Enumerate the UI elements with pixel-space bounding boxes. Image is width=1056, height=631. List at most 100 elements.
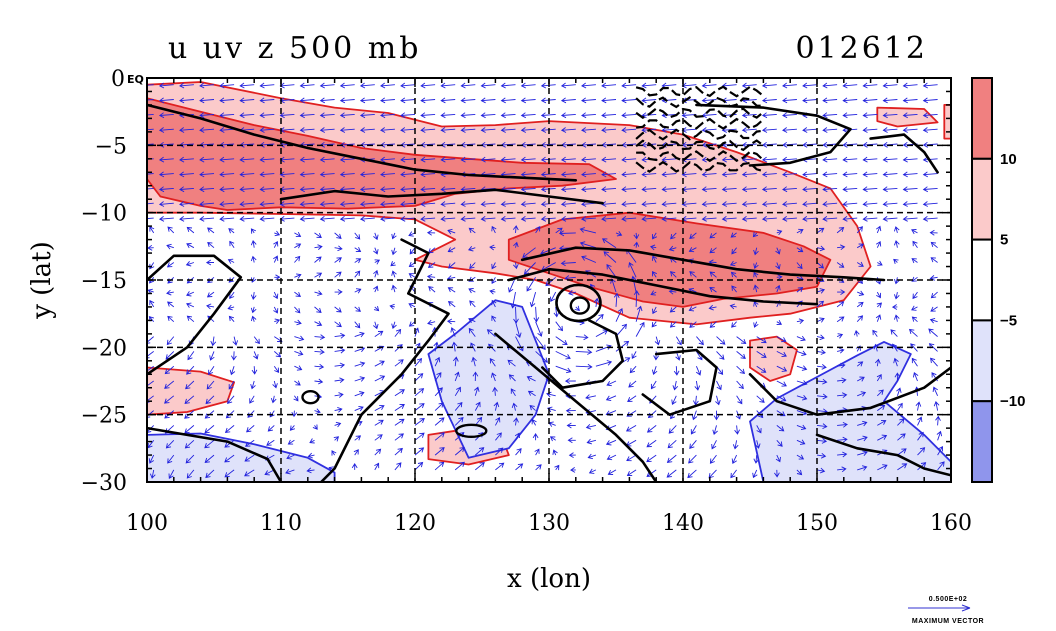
vector-key-value: 0.500E+02: [929, 596, 968, 603]
wind-vector-505: [507, 359, 516, 367]
wind-vector-909: [816, 349, 826, 355]
wind-vector-451: [471, 356, 477, 367]
wind-vector-82: [199, 97, 215, 104]
wind-vector-797: [731, 285, 737, 293]
wind-vector-723: [671, 395, 677, 405]
wind-vector-808: [731, 454, 738, 464]
wind-vector-1001: [882, 112, 898, 119]
wind-vector-176: [273, 291, 279, 300]
wind-vector-508: [511, 402, 518, 411]
wind-vector-454: [474, 401, 481, 411]
wind-vector-88: [199, 186, 215, 193]
wind-vector-798: [729, 303, 737, 310]
x-tick-labels: 100 110 120 130 140 150 160: [126, 511, 972, 536]
wind-vector-922: [822, 141, 838, 148]
wind-vector-1025: [897, 463, 908, 471]
wind-vector-799: [731, 321, 737, 328]
wind-vector-951: [842, 171, 858, 178]
wind-vector-972: [862, 82, 878, 89]
wind-vector-989: [872, 329, 878, 337]
wind-vector-941: [837, 421, 848, 428]
wind-vector-917: [816, 467, 826, 474]
wind-vector-555: [553, 306, 560, 318]
wind-vector-379: [420, 97, 436, 104]
wind-vector-93: [205, 259, 215, 266]
wind-vector-323: [374, 462, 380, 471]
wind-vector-245: [319, 112, 335, 119]
wind-vector-586: [575, 363, 593, 370]
wind-vector-513: [520, 82, 536, 89]
wind-vector-939: [837, 392, 848, 399]
wind-vector-749: [694, 380, 701, 391]
wind-vector-689: [650, 290, 657, 296]
wind-vector-32: [158, 156, 174, 163]
wind-vector-553: [545, 276, 556, 287]
wind-vector-238: [314, 408, 321, 414]
wind-vector-48: [164, 395, 175, 404]
wind-vector-414: [440, 216, 456, 222]
wind-vector-956: [856, 243, 865, 249]
wind-vector-619: [587, 453, 597, 460]
wind-vector-129: [227, 395, 235, 404]
wind-vector-568: [560, 97, 576, 104]
wind-vector-910: [816, 364, 827, 370]
wind-vector-1031: [902, 156, 918, 163]
wind-vector-674: [626, 469, 637, 476]
height-contour-cluster-7: [636, 150, 765, 163]
wind-vector-792: [721, 216, 737, 222]
wind-vector-12: [149, 262, 155, 270]
wind-vector-370: [414, 357, 423, 367]
wind-vector-70: [186, 315, 195, 323]
wind-vector-930: [836, 262, 845, 268]
wind-vector-276: [339, 171, 355, 178]
wind-vector-282: [354, 258, 362, 264]
wind-vector-1078: [937, 445, 944, 456]
wind-vector-259: [334, 321, 342, 328]
wind-vector-252: [319, 216, 335, 222]
colorbar-segment-2: [971, 238, 993, 322]
wind-vector-385: [420, 186, 436, 193]
date-label: 012612: [795, 31, 928, 66]
wind-vector-737: [681, 201, 697, 207]
wind-vector-774: [716, 351, 725, 360]
wind-vector-765: [701, 216, 717, 222]
wind-vector-329: [380, 156, 395, 163]
wind-vector-503: [515, 336, 524, 352]
wind-vector-351: [400, 82, 416, 89]
wind-vector-405: [440, 82, 456, 89]
wind-vector-420: [447, 301, 456, 308]
y-tick-label-2: −10: [81, 202, 127, 227]
wind-vector-525: [523, 262, 536, 275]
wind-vector-474: [491, 299, 497, 308]
wind-vector-906: [816, 300, 825, 308]
wind-vector-584: [575, 334, 589, 341]
wind-vector-227: [314, 244, 323, 250]
wind-vector-287: [354, 331, 365, 338]
wind-vector-763: [701, 186, 717, 193]
wind-vector-214: [286, 454, 295, 460]
wind-vector-891: [802, 82, 818, 89]
wind-vector-52: [167, 454, 175, 464]
wind-vector-790: [721, 186, 737, 193]
wind-vector-836: [752, 469, 758, 479]
wind-vector-124: [228, 315, 235, 322]
wind-vector-1077: [936, 430, 943, 441]
wind-vector-630: [601, 216, 617, 222]
wind-vector-1000: [882, 97, 898, 104]
wind-vector-74: [185, 380, 195, 390]
wind-vector-683: [641, 201, 657, 207]
wind-vector-711: [661, 216, 677, 222]
wind-vector-636: [613, 292, 620, 307]
wind-vector-793: [730, 232, 737, 238]
wind-vector-467: [480, 201, 496, 207]
wind-vector-789: [721, 171, 737, 178]
wind-vector-202: [294, 273, 302, 279]
wind-vector-926: [822, 201, 838, 207]
wind-vector-987: [876, 302, 883, 308]
wind-vector-809: [730, 469, 737, 479]
wind-vector-1035: [902, 216, 918, 222]
wind-vector-25: [148, 454, 155, 464]
wind-vector-710: [661, 201, 677, 207]
height-contour-3: [520, 246, 886, 282]
wind-vector-38: [166, 243, 174, 250]
